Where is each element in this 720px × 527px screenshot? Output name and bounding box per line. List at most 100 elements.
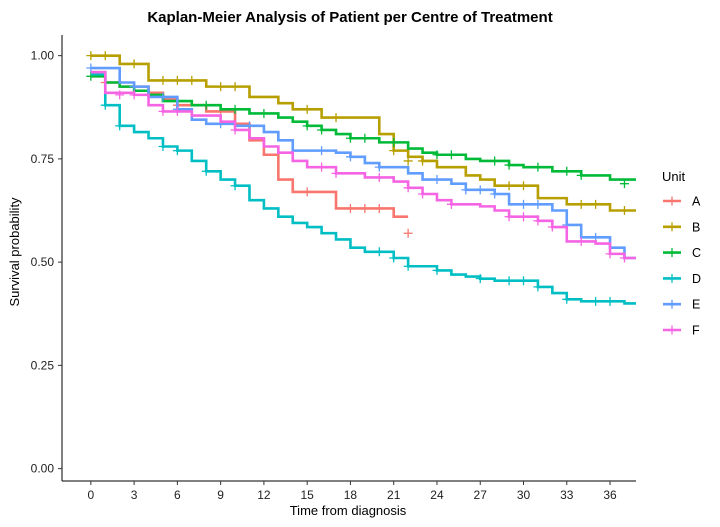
censor-mark-a [374, 203, 384, 213]
y-tick-label: 0.25 [31, 358, 55, 372]
censor-mark-d [432, 265, 442, 275]
censor-mark-b [230, 82, 240, 92]
censor-mark-c [619, 179, 629, 189]
censor-mark-b [100, 51, 110, 61]
censor-mark-c [86, 71, 96, 81]
censor-mark-b [86, 51, 96, 61]
censor-mark-c [259, 108, 269, 118]
x-tick-label: 18 [344, 488, 358, 502]
censor-mark-c [201, 100, 211, 110]
x-tick-label: 33 [560, 488, 574, 502]
censor-mark-b [619, 206, 629, 216]
legend-label: E [692, 298, 700, 312]
series-d-curve [90, 72, 636, 305]
censor-mark-e [461, 185, 471, 195]
censor-mark-e [345, 152, 355, 162]
legend-item-b: B [663, 220, 700, 234]
censor-mark-a [403, 228, 413, 238]
censor-mark-b [519, 181, 529, 191]
censor-mark-f [129, 90, 139, 100]
legend-item-c: C [663, 246, 701, 260]
censor-mark-b [418, 156, 428, 166]
censor-mark-d [475, 274, 485, 284]
plot-curves [86, 51, 636, 306]
y-tick-label: 0.50 [31, 255, 55, 269]
censor-mark-a [345, 203, 355, 213]
x-axis: 0 3 6 9 12 15 18 21 24 27 30 33 36 [62, 480, 636, 502]
censor-mark-f [547, 222, 557, 232]
censor-mark-d [230, 181, 240, 191]
censor-mark-f [446, 199, 456, 209]
censor-mark-a [302, 187, 312, 197]
censor-mark-c [345, 133, 355, 143]
censor-mark-c [389, 137, 399, 147]
censor-mark-f [403, 183, 413, 193]
y-tick-label: 1.00 [31, 49, 55, 63]
legend-title: Unit [662, 169, 686, 184]
censor-mark-c [504, 160, 514, 170]
series-e-group [86, 63, 636, 260]
censor-mark-e [432, 175, 442, 185]
x-tick-label: 0 [88, 488, 95, 502]
censor-mark-e [475, 185, 485, 195]
censor-mark-e [533, 199, 543, 209]
censor-mark-c [432, 150, 442, 160]
censor-mark-d [605, 296, 615, 306]
censor-mark-f [317, 162, 327, 172]
legend-item-e: E [663, 298, 700, 312]
censor-mark-b [331, 113, 341, 123]
chart-title: Kaplan-Meier Analysis of Patient per Cen… [147, 9, 552, 26]
x-tick-label: 30 [517, 488, 531, 502]
censor-mark-c [576, 170, 586, 180]
y-axis: 0.00 0.25 0.50 0.75 1.00 [31, 35, 63, 481]
censor-mark-d [172, 146, 182, 156]
censor-mark-c [302, 121, 312, 131]
legend-item-d: D [663, 272, 701, 286]
censor-mark-b [403, 156, 413, 166]
series-c-curve [90, 74, 636, 181]
legend-item-f: F [663, 324, 700, 338]
legend-label: C [692, 246, 701, 260]
censor-mark-f [619, 253, 629, 263]
legend-label: F [692, 324, 700, 338]
censor-mark-b [302, 104, 312, 114]
y-tick-label: 0.75 [31, 152, 55, 166]
censor-mark-e [158, 92, 168, 102]
censor-mark-d [533, 282, 543, 292]
x-tick-label: 3 [131, 488, 138, 502]
censor-mark-c [562, 166, 572, 176]
censor-mark-c [533, 162, 543, 172]
censor-mark-f [158, 106, 168, 116]
x-tick-label: 21 [387, 488, 401, 502]
censor-mark-c [360, 133, 370, 143]
legend-item-a: A [663, 195, 701, 209]
censor-mark-b [172, 75, 182, 85]
censor-mark-d [201, 166, 211, 176]
censor-mark-f [533, 216, 543, 226]
censor-mark-d [374, 247, 384, 257]
censor-mark-f [115, 90, 125, 100]
censor-mark-e [129, 82, 139, 92]
censor-mark-f [605, 249, 615, 259]
censor-mark-d [158, 142, 168, 151]
x-axis-title: Time from diagnosis [290, 503, 407, 518]
censor-mark-b [504, 181, 514, 191]
censor-mark-c [490, 156, 500, 166]
censor-mark-d [504, 276, 514, 286]
censor-mark-f [519, 212, 529, 222]
censor-mark-c [230, 104, 240, 114]
series-c-group [86, 71, 636, 189]
censor-mark-e [374, 162, 384, 172]
censor-mark-c [446, 150, 456, 160]
censor-mark-d [115, 121, 125, 131]
censor-mark-a [360, 203, 370, 213]
censor-mark-b [129, 59, 139, 69]
censor-mark-d [562, 294, 572, 304]
y-tick-label: 0.00 [31, 462, 55, 476]
censor-mark-e [86, 63, 96, 73]
censor-mark-c [317, 125, 327, 135]
censor-mark-f [230, 125, 240, 135]
censor-mark-b [576, 199, 586, 209]
censor-mark-d [519, 276, 529, 286]
